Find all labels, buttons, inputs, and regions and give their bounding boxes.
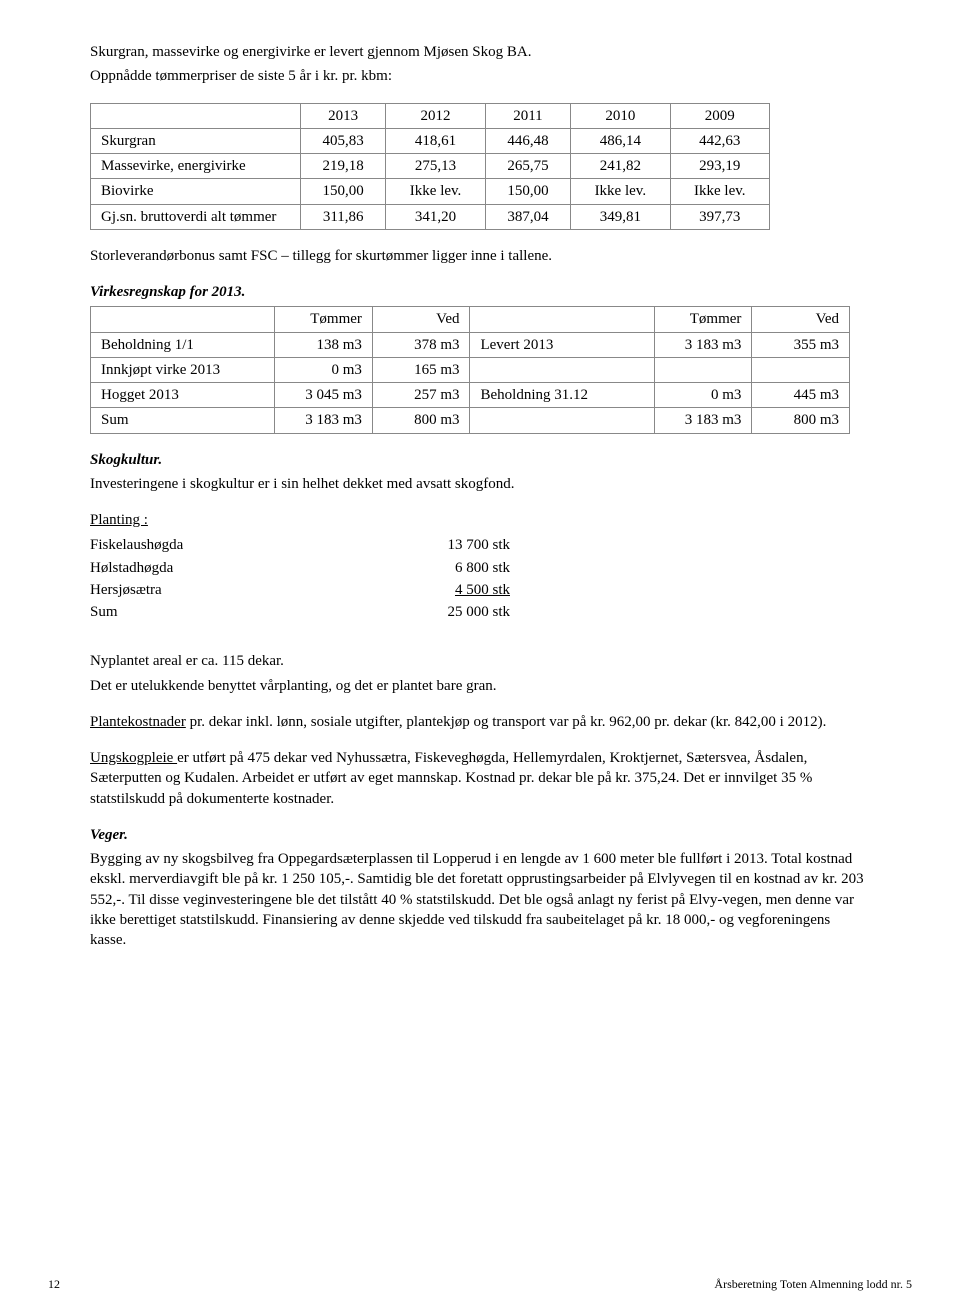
table-row: Massevirke, energivirke 219,18 275,13 26… — [91, 154, 770, 179]
table-planting: Fiskelaushøgda13 700 stk Hølstadhøgda6 8… — [90, 534, 510, 623]
table-row: Tømmer Ved Tømmer Ved — [91, 307, 850, 332]
table-row: Beholdning 1/1 138 m3 378 m3 Levert 2013… — [91, 332, 850, 357]
table-row: Sum25 000 stk — [90, 601, 510, 623]
table-virkesregnskap: Tømmer Ved Tømmer Ved Beholdning 1/1 138… — [90, 306, 850, 433]
table-row: Sum 3 183 m3 800 m3 3 183 m3 800 m3 — [91, 408, 850, 433]
veger-body: Bygging av ny skogsbilveg fra Oppegardsæ… — [90, 849, 870, 950]
footer-title: Årsberetning Toten Almenning lodd nr. 5 — [714, 1276, 912, 1292]
planting-title: Planting : — [90, 510, 870, 530]
table-row: 2013 2012 2011 2010 2009 — [91, 103, 770, 128]
table-row: Hersjøsætra4 500 stk — [90, 579, 510, 601]
table-timber-prices: 2013 2012 2011 2010 2009 Skurgran 405,83… — [90, 103, 770, 230]
table-row: Skurgran 405,83 418,61 446,48 486,14 442… — [91, 128, 770, 153]
nyplantet-line-1: Nyplantet areal er ca. 115 dekar. — [90, 651, 870, 671]
intro-line-1: Skurgran, massevirke og energivirke er l… — [90, 42, 870, 62]
table-row: Hølstadhøgda6 800 stk — [90, 557, 510, 579]
skogkultur-line: Investeringene i skogkultur er i sin hel… — [90, 474, 870, 494]
table-row: Biovirke 150,00 Ikke lev. 150,00 Ikke le… — [91, 179, 770, 204]
nyplantet-line-2: Det er utelukkende benyttet vårplanting,… — [90, 676, 870, 696]
table-row: Innkjøpt virke 2013 0 m3 165 m3 — [91, 357, 850, 382]
intro-line-2: Oppnådde tømmerpriser de siste 5 år i kr… — [90, 66, 870, 86]
skogkultur-heading: Skogkultur. — [90, 450, 870, 470]
bonus-note: Storleverandørbonus samt FSC – tillegg f… — [90, 246, 870, 266]
plantekostnader-paragraph: Plantekostnader pr. dekar inkl. lønn, so… — [90, 712, 870, 732]
veger-heading: Veger. — [90, 825, 870, 845]
page-number: 12 — [48, 1276, 60, 1292]
table-row: Fiskelaushøgda13 700 stk — [90, 534, 510, 556]
table-row: Gj.sn. bruttoverdi alt tømmer 311,86 341… — [91, 204, 770, 229]
ungskogpleie-paragraph: Ungskogpleie er utført på 475 dekar ved … — [90, 748, 870, 809]
table-row: Hogget 2013 3 045 m3 257 m3 Beholdning 3… — [91, 383, 850, 408]
virkesregnskap-heading: Virkesregnskap for 2013. — [90, 282, 870, 302]
